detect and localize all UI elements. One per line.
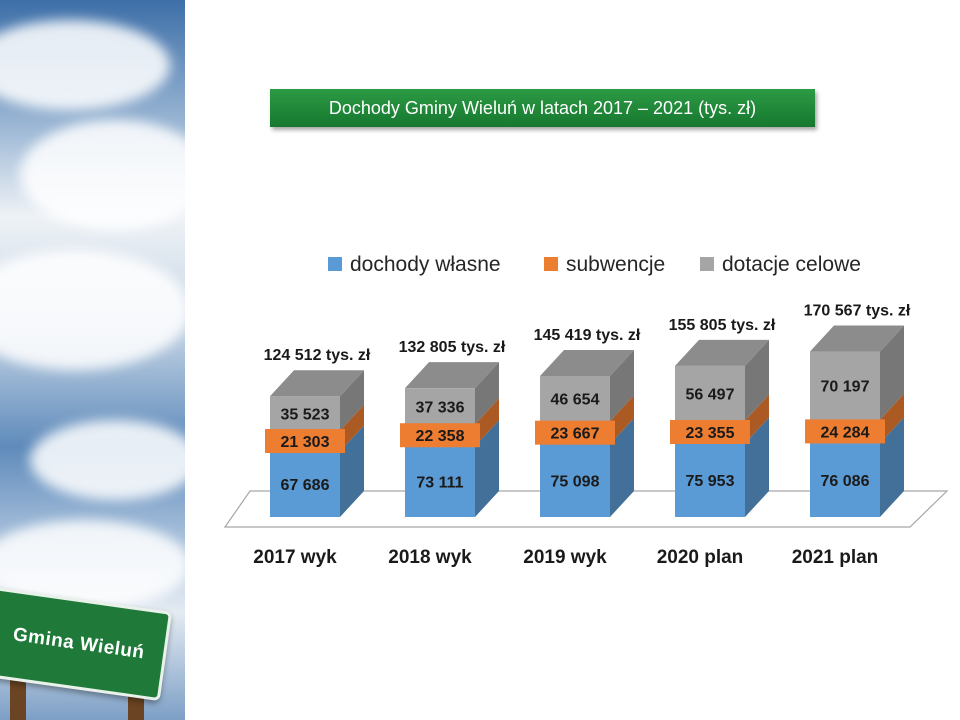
bar-top-4 — [675, 339, 769, 366]
bar-4-1 — [675, 443, 745, 517]
bar-side-1-2 — [340, 404, 364, 452]
category-label-1: 2017 wyk — [253, 547, 337, 568]
data-label-bg-3-2 — [535, 420, 615, 445]
category-label-3: 2019 wyk — [523, 547, 607, 568]
bar-side-2-3 — [475, 362, 499, 425]
bar-side-1-1 — [340, 425, 364, 517]
data-label-bg-2-2 — [400, 423, 480, 448]
bar-side-2-2 — [475, 398, 499, 447]
sky-background: Gmina Wieluń — [0, 0, 185, 720]
legend-swatch-3 — [700, 257, 714, 271]
chart-title: Dochody Gminy Wieluń w latach 2017 – 202… — [328, 97, 757, 118]
bar-side-3-2 — [610, 395, 634, 445]
bar-1-1 — [270, 451, 340, 517]
bar-5-3 — [810, 351, 880, 420]
data-label-2-1: 73 111 — [416, 475, 463, 492]
data-label-2-3: 37 336 — [416, 399, 465, 416]
bar-2-3 — [405, 388, 475, 425]
data-label-1-2: 21 303 — [281, 434, 330, 451]
category-label-5: 2021 plan — [792, 547, 879, 568]
bar-1-3 — [270, 396, 340, 431]
bar-side-4-3 — [745, 339, 769, 421]
total-label-3: 145 419 tys. zł — [534, 327, 641, 344]
data-label-3-3: 46 654 — [551, 392, 600, 409]
bar-top-1 — [270, 370, 364, 397]
legend-swatch-2 — [544, 257, 558, 271]
data-label-5-1: 76 086 — [821, 473, 870, 490]
data-label-4-1: 75 953 — [686, 473, 735, 490]
bar-3-3 — [540, 375, 610, 422]
total-label-1: 124 512 tys. zł — [264, 347, 371, 364]
data-label-5-2: 24 284 — [821, 424, 870, 441]
bar-side-5-3 — [880, 325, 904, 420]
data-label-bg-5-2 — [805, 419, 885, 444]
data-label-1-3: 35 523 — [281, 406, 330, 423]
bar-4-3 — [675, 365, 745, 421]
legend-swatch-1 — [328, 257, 342, 271]
category-label-4: 2020 plan — [657, 547, 744, 568]
total-label-5: 170 567 tys. zł — [804, 303, 911, 320]
bar-3-1 — [540, 444, 610, 517]
bar-side-2-1 — [475, 420, 499, 517]
bar-side-5-2 — [880, 393, 904, 444]
total-label-4: 155 805 tys. zł — [669, 317, 776, 334]
data-label-4-2: 23 355 — [686, 425, 735, 442]
bar-side-4-1 — [745, 417, 769, 517]
bar-top-3 — [540, 349, 634, 376]
legend-label-2: subwencje — [566, 253, 665, 276]
bar-5-1 — [810, 443, 880, 517]
bar-side-4-2 — [745, 394, 769, 444]
legend-label-3: dotacje celowe — [722, 253, 861, 276]
data-label-bg-1-2 — [265, 429, 345, 454]
data-label-4-3: 56 497 — [686, 386, 735, 403]
bar-side-3-1 — [610, 418, 634, 517]
bar-2-1 — [405, 446, 475, 517]
legend-label-1: dochody własne — [350, 253, 501, 276]
bar-side-5-1 — [880, 417, 904, 517]
category-label-2: 2018 wyk — [388, 547, 472, 568]
total-label-2: 132 805 tys. zł — [399, 339, 506, 356]
bar-top-2 — [405, 362, 499, 389]
data-label-1-1: 67 686 — [281, 477, 330, 494]
data-label-bg-4-2 — [670, 419, 750, 444]
chart-title-box: Dochody Gminy Wieluń w latach 2017 – 202… — [270, 89, 815, 127]
bar-side-1-3 — [340, 370, 364, 431]
data-label-3-1: 75 098 — [551, 474, 600, 491]
bar-side-3-3 — [610, 349, 634, 422]
data-label-2-2: 22 358 — [416, 428, 465, 445]
bar-top-5 — [810, 325, 904, 352]
data-label-5-3: 70 197 — [821, 379, 870, 396]
data-label-3-2: 23 667 — [551, 426, 600, 443]
